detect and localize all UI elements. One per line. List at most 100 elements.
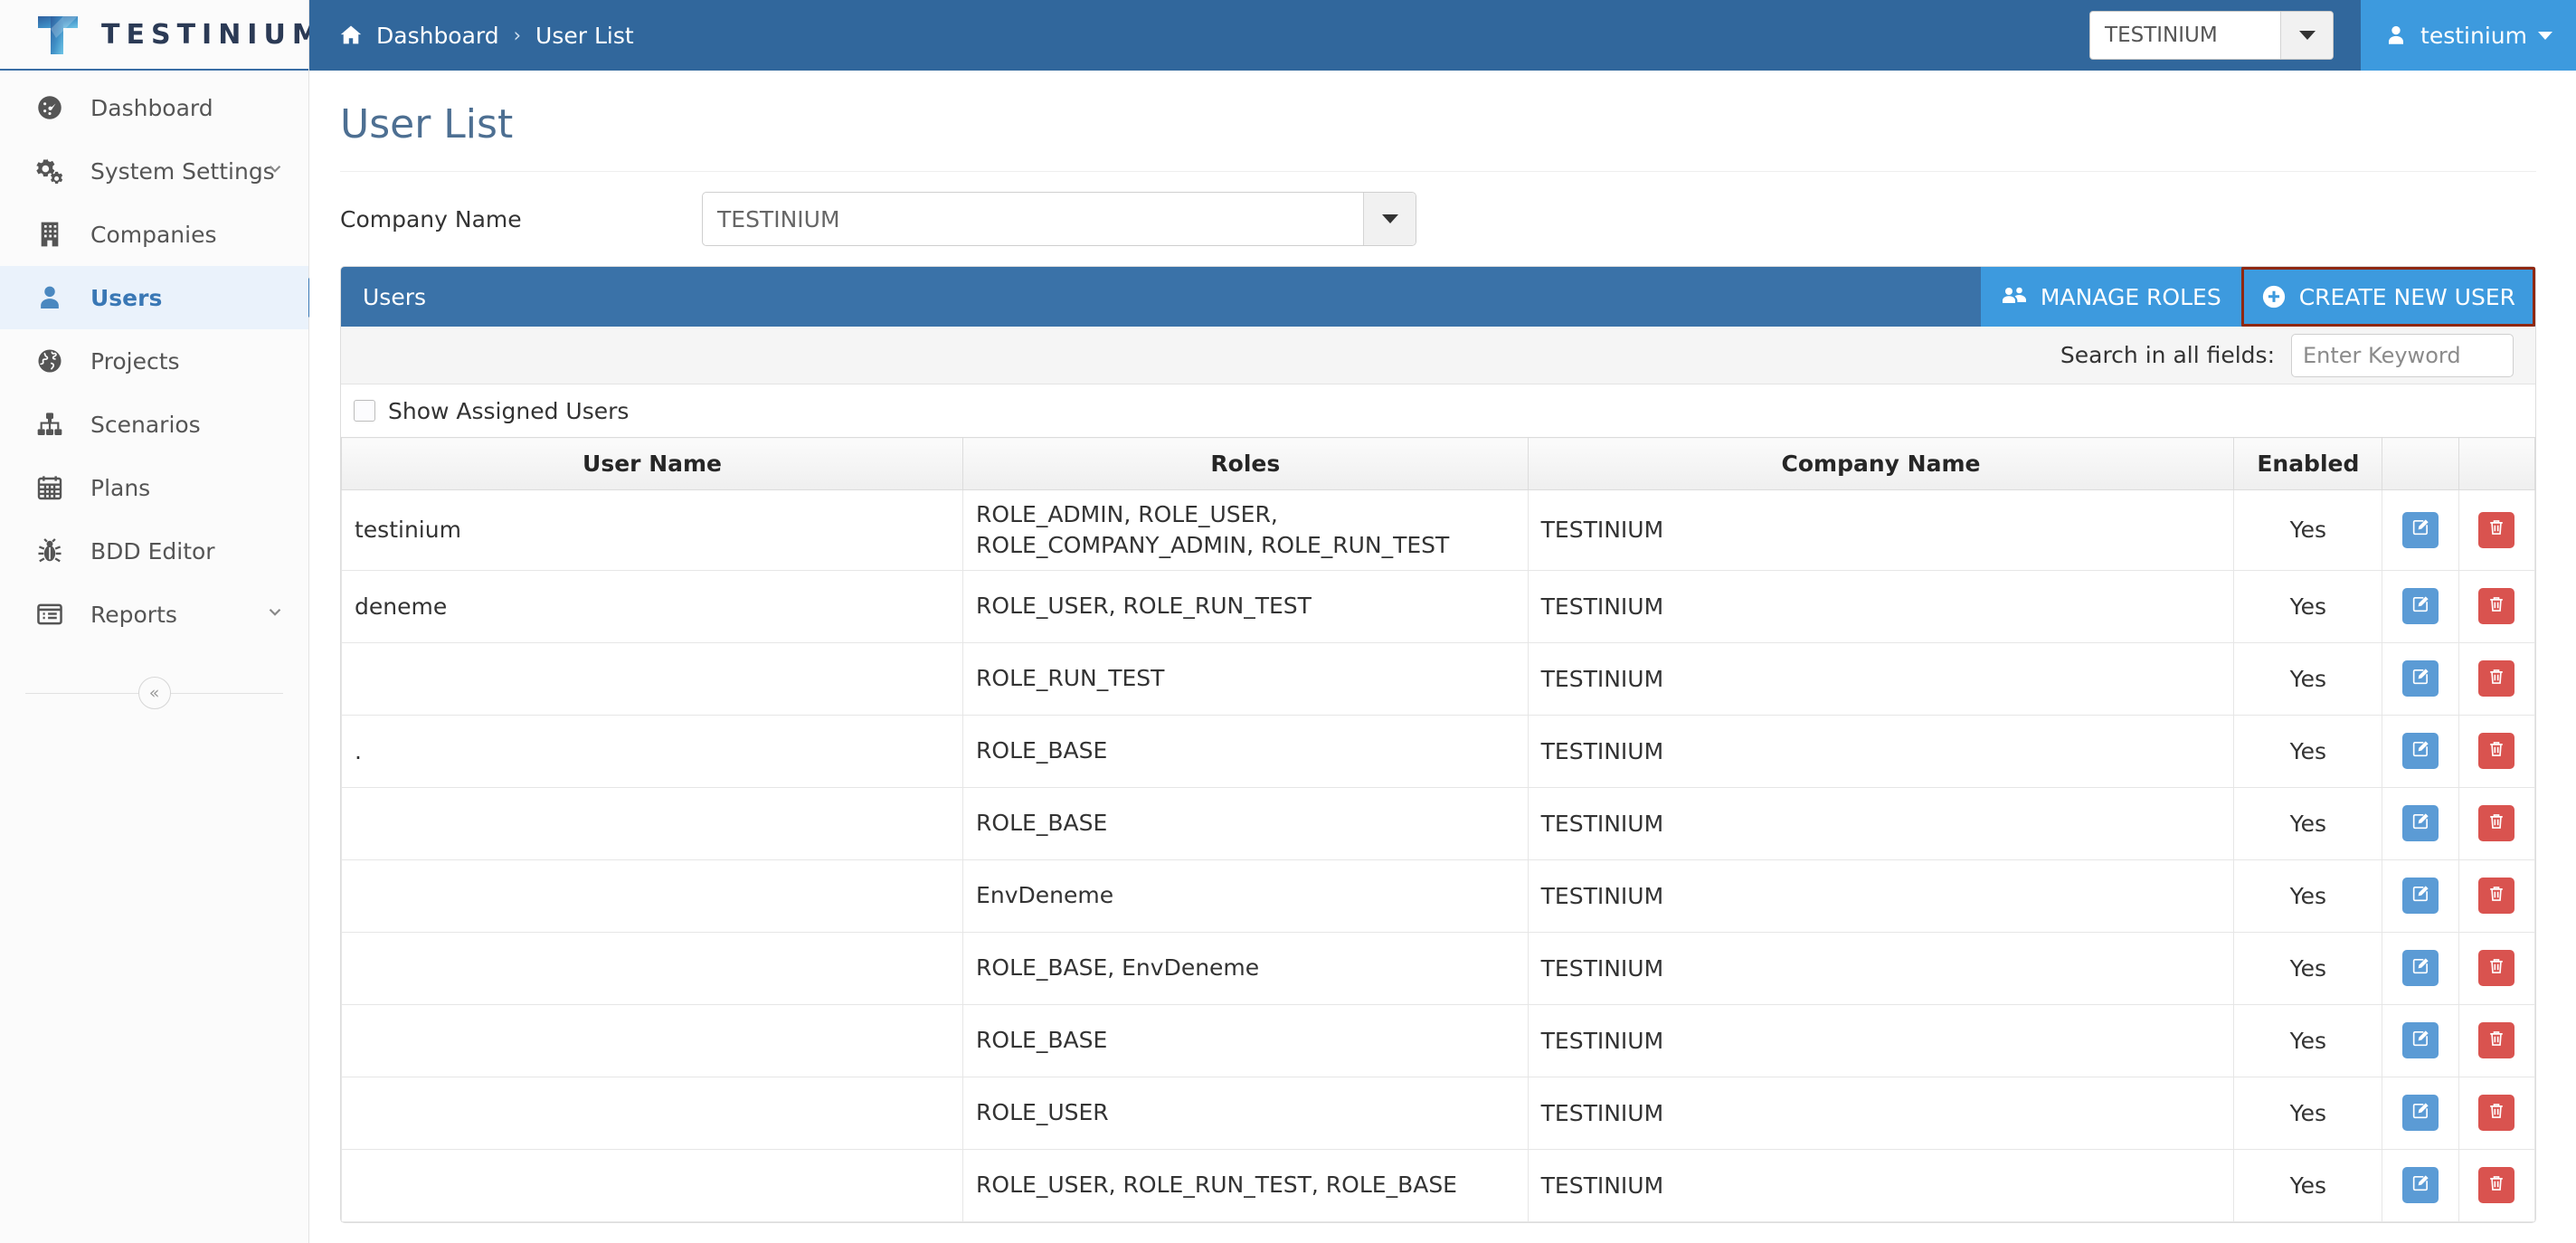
- column-header-delete: [2458, 437, 2536, 490]
- edit-row-button[interactable]: [2401, 588, 2439, 624]
- sidebar-item-label: Plans: [90, 474, 151, 501]
- sidebar-collapse-row: «: [0, 666, 308, 720]
- column-header-roles[interactable]: Roles: [962, 437, 1529, 490]
- show-assigned-users-row: Show Assigned Users: [341, 384, 2535, 437]
- sidebar-item-label: Projects: [90, 347, 180, 375]
- delete-row-button[interactable]: [2478, 733, 2515, 769]
- users-table: User Name Roles Company Name Enabled tes…: [340, 437, 2536, 1222]
- cell-roles: ROLE_BASE, EnvDeneme: [962, 931, 1529, 1005]
- sidebar-item-bdd-editor[interactable]: BDD Editor: [0, 519, 308, 583]
- delete-row-button[interactable]: [2478, 878, 2515, 914]
- edit-row-button[interactable]: [2401, 660, 2439, 697]
- caret-down-icon[interactable]: [1363, 193, 1416, 245]
- cell-roles: ROLE_BASE: [962, 1003, 1529, 1077]
- cell-roles: ROLE_USER: [962, 1076, 1529, 1150]
- sidebar-item-label: System Settings: [90, 157, 275, 185]
- cell-enabled: Yes: [2233, 1003, 2383, 1077]
- edit-row-button[interactable]: [2401, 1167, 2439, 1203]
- users-panel-title: Users: [363, 283, 427, 310]
- edit-row-button[interactable]: [2401, 1022, 2439, 1058]
- users-table-head: User Name Roles Company Name Enabled: [340, 437, 2536, 490]
- manage-roles-button[interactable]: MANAGE ROLES: [1980, 267, 2241, 327]
- sidebar-nav: Dashboard System Settings: [0, 71, 308, 720]
- sidebar-item-plans[interactable]: Plans: [0, 456, 308, 519]
- delete-row-button[interactable]: [2478, 1022, 2515, 1058]
- cell-user-name: .: [340, 714, 964, 788]
- manage-roles-label: MANAGE ROLES: [2040, 283, 2221, 310]
- cell-enabled: Yes: [2233, 641, 2383, 716]
- cell-user-name: [340, 641, 964, 716]
- sidebar-item-label: Users: [90, 284, 163, 311]
- delete-row-button[interactable]: [2478, 1167, 2515, 1203]
- delete-row-button[interactable]: [2478, 588, 2515, 624]
- column-header-enabled[interactable]: Enabled: [2233, 437, 2383, 490]
- edit-row-button[interactable]: [2401, 950, 2439, 986]
- sidebar-item-label: Dashboard: [90, 94, 213, 121]
- breadcrumb-dashboard[interactable]: Dashboard: [376, 22, 499, 49]
- double-chevron-left-icon[interactable]: «: [137, 677, 171, 709]
- cell-enabled: Yes: [2233, 1076, 2383, 1150]
- sidebar-item-dashboard[interactable]: Dashboard: [0, 76, 308, 139]
- cell-user-name: testinium: [340, 489, 964, 571]
- pencil-square-icon: [2410, 1100, 2430, 1126]
- column-header-company-name[interactable]: Company Name: [1527, 437, 2235, 490]
- user-icon: [29, 283, 71, 312]
- cell-roles: EnvDeneme: [962, 859, 1529, 933]
- edit-row-button[interactable]: [2401, 878, 2439, 914]
- gears-icon: [29, 156, 71, 186]
- user-menu[interactable]: testinium: [2361, 0, 2576, 71]
- cell-enabled: Yes: [2233, 1148, 2383, 1222]
- edit-row-button[interactable]: [2401, 733, 2439, 769]
- sidebar-item-reports[interactable]: Reports: [0, 583, 308, 646]
- search-label: Search in all fields:: [2060, 342, 2275, 368]
- cell-company-name: TESTINIUM: [1527, 714, 2235, 788]
- delete-row-button[interactable]: [2478, 950, 2515, 986]
- cell-company-name: TESTINIUM: [1527, 786, 2235, 860]
- cell-company-name: TESTINIUM: [1527, 859, 2235, 933]
- brand-logo-area[interactable]: TESTINIUM: [0, 0, 319, 71]
- delete-row-button[interactable]: [2478, 805, 2515, 841]
- edit-row-button[interactable]: [2401, 805, 2439, 841]
- dashboard-gauge-icon: [29, 92, 71, 123]
- sidebar-item-users[interactable]: Users: [0, 266, 308, 329]
- sidebar-item-label: BDD Editor: [90, 537, 215, 565]
- company-filter-select[interactable]: TESTINIUM: [702, 192, 1416, 246]
- users-search-bar: Search in all fields:: [341, 327, 2535, 384]
- delete-row-button[interactable]: [2478, 511, 2515, 548]
- sidebar-item-system-settings[interactable]: System Settings: [0, 139, 308, 203]
- bug-icon: [29, 536, 71, 565]
- cell-enabled: Yes: [2233, 569, 2383, 643]
- testinium-t-logo-icon: [34, 13, 81, 56]
- sidebar-item-projects[interactable]: Projects: [0, 329, 308, 393]
- column-header-user-name[interactable]: User Name: [340, 437, 964, 490]
- delete-row-button[interactable]: [2478, 1095, 2515, 1131]
- edit-row-button[interactable]: [2401, 511, 2439, 548]
- trash-icon: [2486, 666, 2506, 692]
- sidebar-item-companies[interactable]: Companies: [0, 203, 308, 266]
- column-header-edit: [2382, 437, 2459, 490]
- chevron-down-icon: [265, 602, 285, 628]
- cell-user-name: [340, 1076, 964, 1150]
- sidebar-item-scenarios[interactable]: Scenarios: [0, 393, 308, 456]
- table-row: ROLE_BASE, EnvDeneme TESTINIUM Yes: [340, 931, 2536, 1005]
- cell-company-name: TESTINIUM: [1527, 1148, 2235, 1222]
- edit-row-button[interactable]: [2401, 1095, 2439, 1131]
- table-row: ROLE_USER TESTINIUM Yes: [340, 1076, 2536, 1150]
- pencil-square-icon: [2410, 593, 2430, 620]
- breadcrumb: Dashboard › User List: [338, 23, 634, 49]
- create-new-user-button[interactable]: CREATE NEW USER: [2240, 267, 2535, 327]
- company-filter-value: TESTINIUM: [717, 205, 840, 232]
- table-row: deneme ROLE_USER, ROLE_RUN_TEST TESTINIUM Y…: [340, 569, 2536, 643]
- trash-icon: [2486, 883, 2506, 909]
- search-input[interactable]: [2291, 333, 2514, 377]
- cell-enabled: Yes: [2233, 931, 2383, 1005]
- cell-enabled: Yes: [2233, 714, 2383, 788]
- trash-icon: [2486, 1100, 2506, 1126]
- brand-name: TESTINIUM: [101, 18, 326, 51]
- caret-down-icon[interactable]: [2280, 12, 2334, 59]
- trash-icon: [2486, 593, 2506, 620]
- show-assigned-users-checkbox[interactable]: [354, 400, 375, 422]
- delete-row-button[interactable]: [2478, 660, 2515, 697]
- table-row: EnvDeneme TESTINIUM Yes: [340, 859, 2536, 933]
- topbar-company-select[interactable]: TESTINIUM: [2089, 11, 2334, 60]
